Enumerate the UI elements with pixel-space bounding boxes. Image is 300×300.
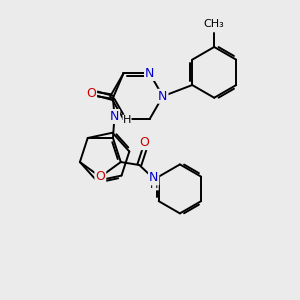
Text: O: O bbox=[95, 170, 105, 183]
Text: H: H bbox=[123, 115, 131, 125]
Text: H: H bbox=[150, 180, 158, 190]
Text: N: N bbox=[145, 67, 154, 80]
Text: O: O bbox=[86, 87, 96, 100]
Text: CH₃: CH₃ bbox=[204, 19, 225, 29]
Text: O: O bbox=[85, 87, 95, 101]
Text: O: O bbox=[140, 136, 150, 149]
Text: N: N bbox=[158, 90, 167, 103]
Text: N: N bbox=[110, 110, 119, 123]
Text: N: N bbox=[149, 171, 158, 184]
